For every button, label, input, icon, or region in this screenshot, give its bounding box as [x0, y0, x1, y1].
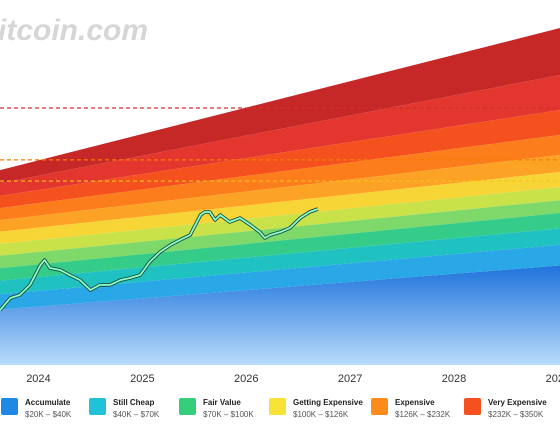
legend-name: Fair Value	[203, 398, 241, 407]
x-axis: 2024 2025 2026 2027 2028 2029	[26, 373, 560, 385]
legend: Accumulate $20K – $40K Still Cheap $40K – $…	[1, 398, 547, 419]
legend-name: Accumulate	[25, 398, 71, 407]
rainbow-band	[0, 228, 560, 295]
accumulate-area	[0, 265, 560, 365]
legend-swatch	[269, 398, 286, 415]
legend-range: $232K – $350K	[488, 410, 544, 419]
plot-area	[0, 28, 560, 365]
legend-range: $126K – $232K	[395, 410, 451, 419]
rainbow-band	[0, 74, 560, 196]
legend-swatch	[89, 398, 106, 415]
legend-swatch	[179, 398, 196, 415]
legend-range: $100K – $126K	[293, 410, 349, 419]
legend-name: Very Expensive	[488, 398, 547, 407]
legend-swatch	[371, 398, 388, 415]
x-tick-label: 2024	[26, 373, 50, 385]
legend-name: Getting Expensive	[293, 398, 363, 407]
rainbow-band	[0, 172, 560, 244]
legend-range: $70K – $100K	[203, 410, 254, 419]
rainbow-band	[0, 154, 560, 232]
watermark: itcoin.com	[0, 14, 148, 47]
x-tick-label: 2025	[130, 373, 154, 385]
rainbow-band	[0, 110, 560, 209]
x-tick-label: 2028	[442, 373, 466, 385]
x-tick-label: 2026	[234, 373, 258, 385]
rainbow-band	[0, 213, 560, 281]
legend-name: Still Cheap	[113, 398, 154, 407]
rainbow-band	[0, 200, 560, 269]
x-tick-label: 2029	[546, 373, 560, 385]
price-line	[0, 208, 319, 311]
legend-swatch	[464, 398, 481, 415]
legend-name: Expensive	[395, 398, 435, 407]
legend-range: $40K – $70K	[113, 410, 160, 419]
legend-range: $20K – $40K	[25, 410, 72, 419]
legend-swatch	[1, 398, 18, 415]
rainbow-band	[0, 244, 560, 310]
x-tick-label: 2027	[338, 373, 362, 385]
rainbow-band	[0, 187, 560, 256]
rainbow-band	[0, 134, 560, 221]
rainbow-band	[0, 28, 560, 184]
